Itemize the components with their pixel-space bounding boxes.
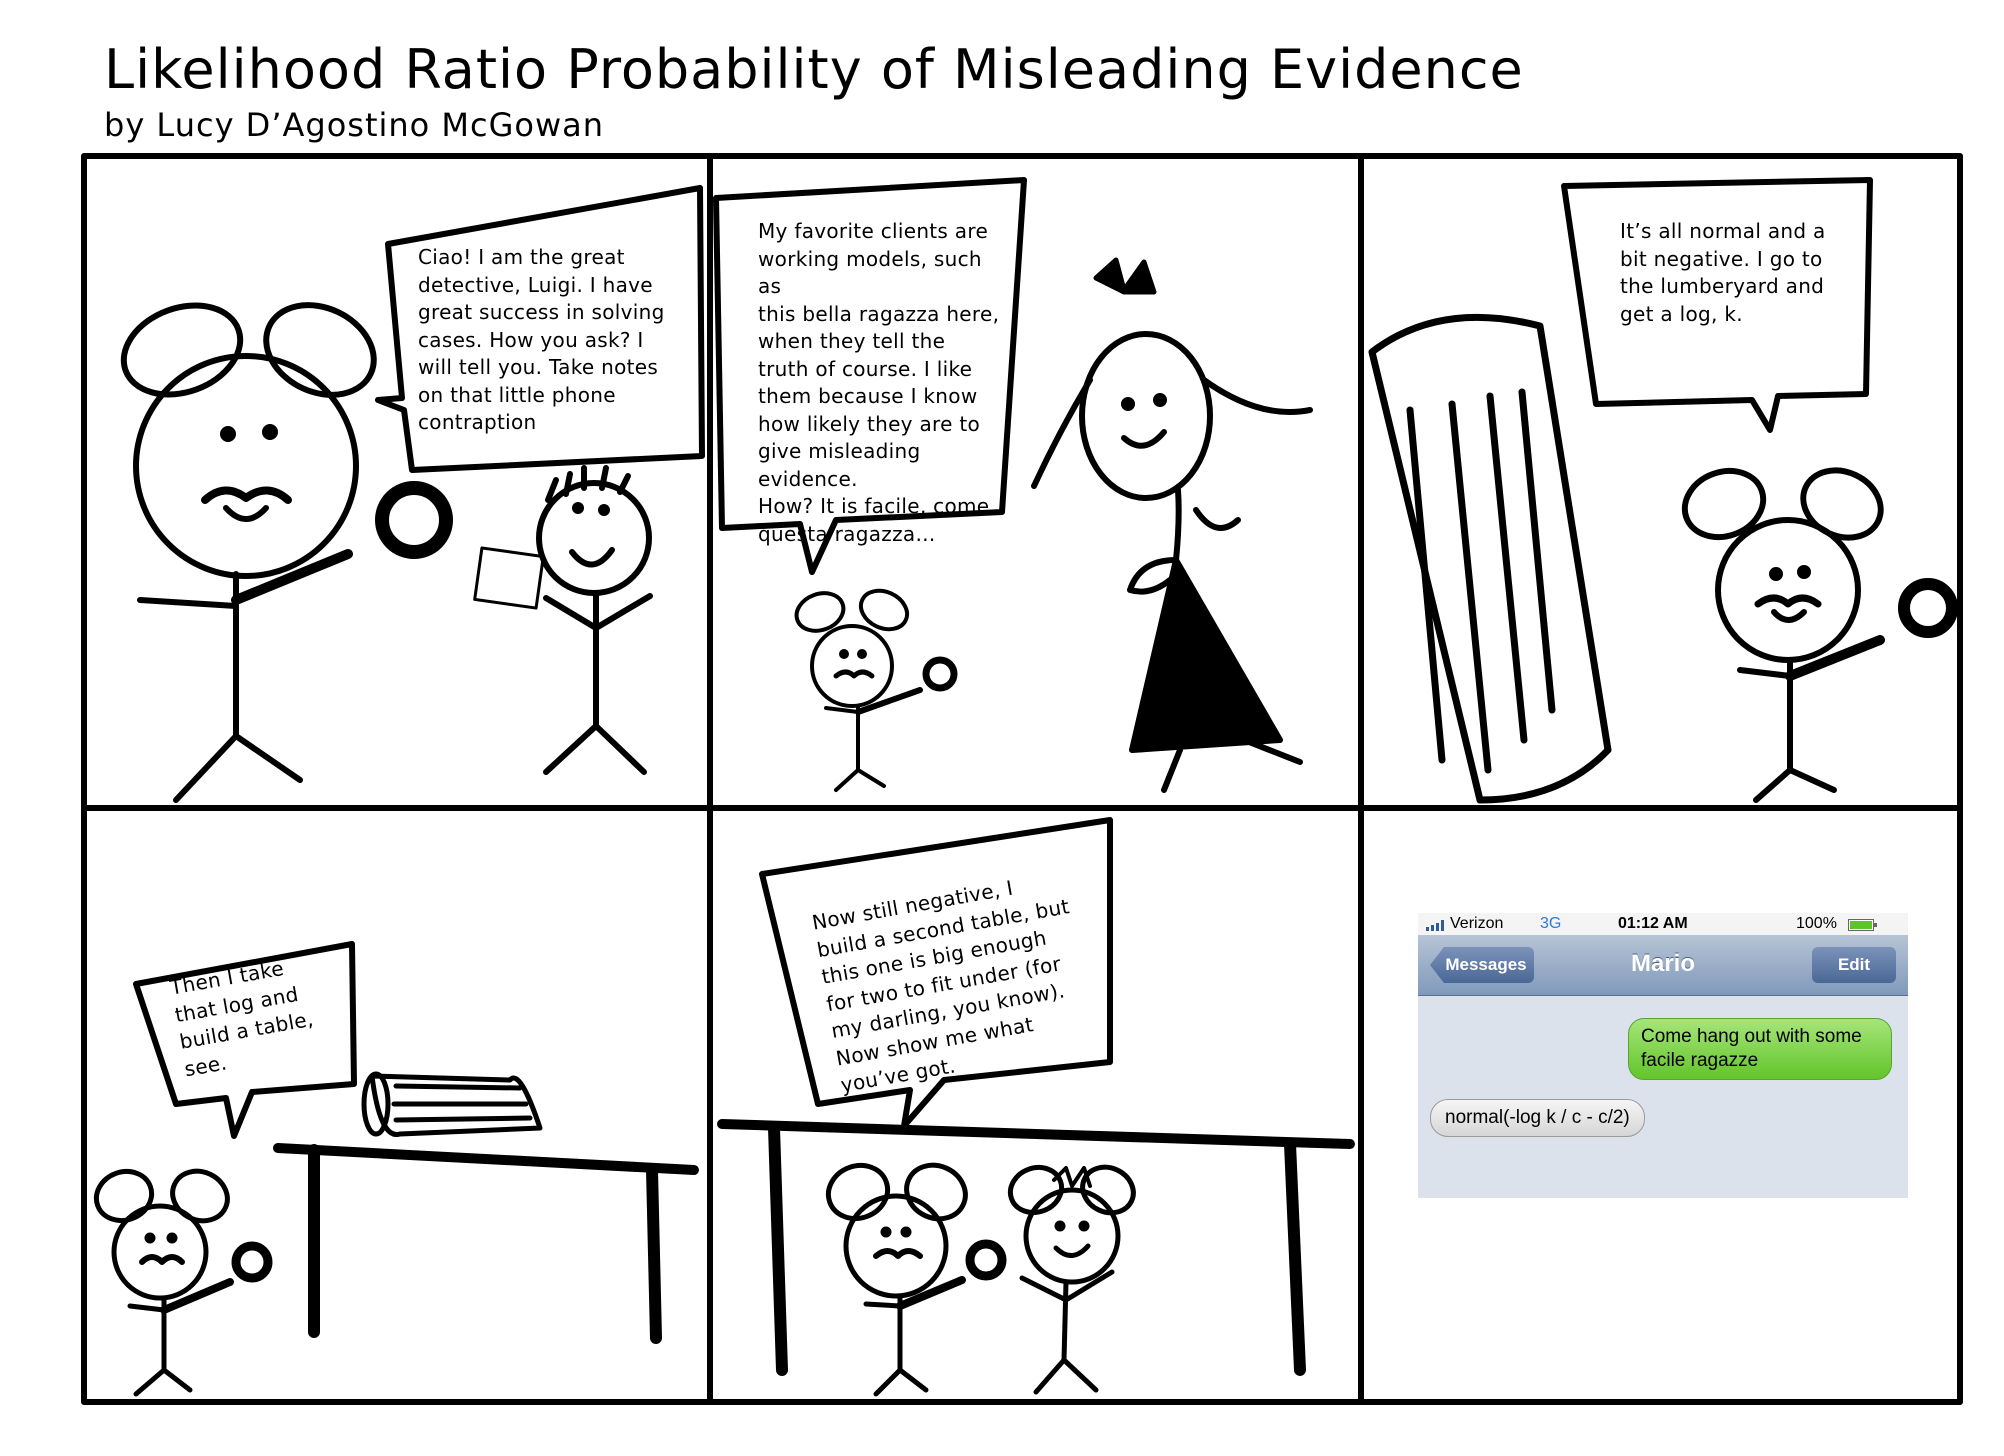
network-label: 3G	[1540, 915, 1562, 932]
panel-3-speech-bubble	[1561, 177, 1873, 433]
panel-frame	[81, 153, 1963, 1405]
panel-2-speech-bubble	[713, 177, 1027, 575]
detective-mouse-small	[794, 588, 958, 792]
battery-label: 100%	[1796, 915, 1837, 932]
detective-mouse-3	[1681, 467, 1958, 803]
model-figure	[1031, 257, 1313, 793]
messages-navbar: Messages Mario Edit	[1418, 935, 1908, 996]
clock-label: 01:12 AM	[1618, 915, 1688, 932]
panel-2-art	[713, 177, 1313, 793]
small-log	[361, 1071, 543, 1137]
panel-3-art	[1368, 177, 1958, 804]
panel-5-speech-bubble	[759, 817, 1113, 1129]
table-2	[717, 1119, 1355, 1376]
panel-5-art	[717, 817, 1355, 1397]
phone-notepad	[473, 546, 545, 610]
panel-3-speech-text: It’s all normal and a bit negative. I go…	[1620, 219, 1826, 326]
panel-1-art	[120, 185, 705, 803]
contact-name: Mario	[1630, 950, 1695, 977]
detective-mouse	[120, 302, 453, 803]
comic-title: Likelihood Ratio Probability of Misleadi…	[104, 38, 1524, 101]
received-message-bubble: normal(-log k / c - c/2)	[1430, 1099, 1645, 1137]
carrier-label: Verizon	[1450, 915, 1504, 932]
model-dress	[1129, 557, 1283, 753]
sent-message-bubble: Come hang out with some facile ragazze	[1628, 1018, 1892, 1080]
comic-byline: by Lucy D’Agostino McGowan	[104, 106, 605, 144]
detective-mouse-5	[825, 1162, 1007, 1397]
panel-4-speech-bubble	[133, 941, 357, 1139]
model-figure-small	[1007, 1164, 1136, 1395]
table-1	[273, 1143, 699, 1344]
assistant-figure	[473, 465, 653, 775]
status-bar: Verizon 3G 01:12 AM 100%	[1418, 913, 1908, 935]
detective-mouse-4	[93, 1168, 273, 1397]
signal-icon	[1426, 918, 1448, 936]
panel-1-speech-text: Ciao! I am the great detective, Luigi. I…	[418, 245, 665, 434]
battery-icon	[1848, 918, 1878, 936]
phone-screenshot: Verizon 3G 01:12 AM 100% Messages Mario …	[1418, 913, 1908, 1198]
panel-2-speech-text: My favorite clients are working models, …	[758, 219, 1000, 546]
panel-4-art	[93, 941, 699, 1397]
edit-button[interactable]: Edit	[1812, 947, 1896, 983]
log-drawing	[1368, 313, 1612, 804]
messages-back-button[interactable]: Messages	[1430, 947, 1534, 983]
panel-1-speech-bubble	[375, 185, 705, 473]
